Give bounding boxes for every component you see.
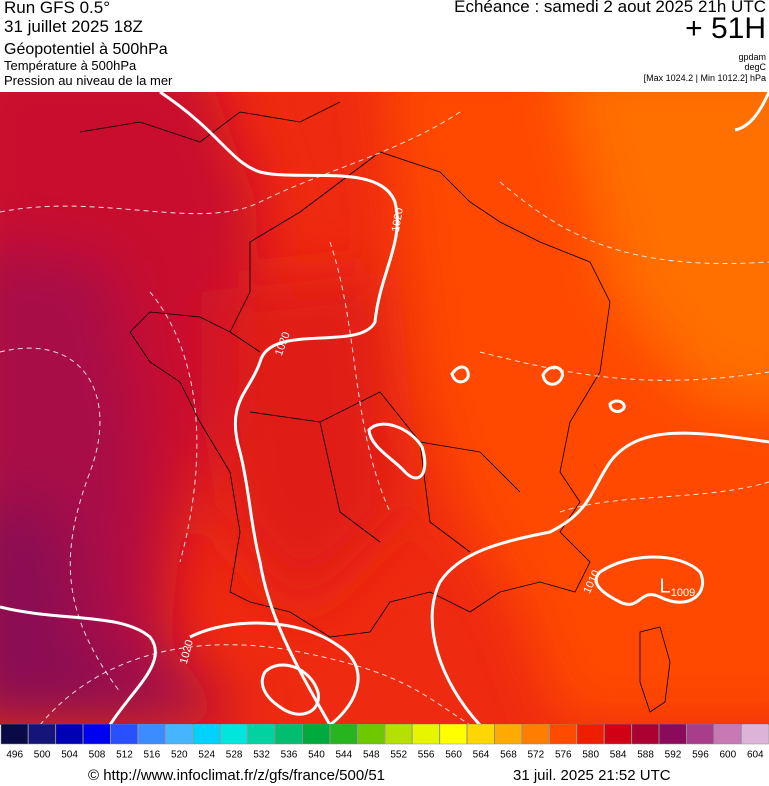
temperature-field (0, 92, 769, 725)
colorbar-swatch (439, 724, 468, 745)
unit: [Max 1024.2 | Min 1012.2] hPa (643, 73, 766, 83)
colorbar-label: 536 (281, 750, 298, 761)
colorbar-swatch (549, 724, 577, 745)
colorbar-label: 508 (89, 750, 106, 761)
colorbar: 496 500 504 508 512 516 520 524 528 532 536 540 544 5… (0, 724, 769, 761)
colorbar-swatch (576, 724, 605, 745)
contour-label: 1009 (671, 587, 695, 599)
colorbar-swatch (631, 724, 660, 745)
temperature-isolines (0, 111, 769, 725)
colorbar-swatch (192, 724, 221, 745)
colorbar-swatch (0, 724, 29, 745)
footer-url: © http://www.infoclimat.fr/z/gfs/france/… (88, 767, 386, 784)
colorbar-swatch (55, 724, 84, 745)
colorbar-label: 588 (637, 750, 654, 761)
colorbar-swatch (521, 724, 550, 745)
field: Température à 500hPa (4, 58, 137, 73)
colorbar-swatch (28, 724, 56, 745)
colorbar-label: 568 (500, 750, 517, 761)
colorbar-label: 548 (363, 750, 380, 761)
colorbar-swatch (412, 724, 440, 745)
colorbar-label: 564 (473, 750, 490, 761)
colorbar-label: 572 (528, 750, 545, 761)
colorbar-label: 524 (198, 750, 215, 761)
colorbar-swatch (604, 724, 632, 745)
valid-time: Echéance : samedi 2 aout 2025 21h UTC (454, 0, 766, 16)
colorbar-label: 556 (418, 750, 435, 761)
colorbar-swatch (384, 724, 413, 745)
colorbar-label: 520 (171, 750, 188, 761)
footer-date: 31 juil. 2025 21:52 UTC (513, 767, 671, 784)
colorbar-label: 596 (692, 750, 709, 761)
run-date: 31 juillet 2025 18Z (4, 17, 143, 36)
colorbar-swatch (220, 724, 248, 745)
colorbar-swatch (686, 724, 714, 745)
unit: gpdam (738, 52, 766, 62)
colorbar-label: 600 (720, 750, 737, 761)
colorbar-label: 584 (610, 750, 627, 761)
colorbar-label: 544 (336, 750, 353, 761)
colorbar-swatch (494, 724, 522, 745)
pressure-isobars (0, 92, 769, 725)
colorbar-label: 516 (144, 750, 161, 761)
borders (79, 101, 671, 713)
contour-label: 1020 (390, 207, 406, 233)
field: Pression au niveau de la mer (4, 73, 173, 88)
colorbar-label: 504 (61, 750, 78, 761)
contour-label: L (659, 575, 670, 597)
field: Géopotentiel à 500hPa (4, 41, 168, 58)
colorbar-swatch (165, 724, 193, 745)
colorbar-swatch (329, 724, 358, 745)
colorbar-label: 576 (555, 750, 572, 761)
colorbar-label: 560 (445, 750, 462, 761)
colorbar-label: 528 (226, 750, 243, 761)
colorbar-label: 512 (116, 750, 133, 761)
colorbar-label: 604 (747, 750, 764, 761)
unit: degC (744, 62, 766, 72)
colorbar-label: 592 (665, 750, 682, 761)
colorbar-swatch (467, 724, 495, 745)
colorbar-swatch (659, 724, 687, 745)
colorbar-swatch (275, 724, 303, 745)
colorbar-swatch (83, 724, 111, 745)
colorbar-swatch (302, 724, 330, 745)
colorbar-label: 540 (308, 750, 325, 761)
colorbar-swatch (357, 724, 385, 745)
colorbar-swatch (137, 724, 166, 745)
colorbar-label: 580 (582, 750, 599, 761)
lead-time: + 51H (685, 12, 766, 45)
colorbar-label: 532 (253, 750, 270, 761)
colorbar-swatch (110, 724, 138, 745)
colorbar-swatch (713, 724, 742, 745)
colorbar-label: 552 (390, 750, 407, 761)
colorbar-label: 496 (6, 750, 23, 761)
title: Run GFS 0.5° (4, 0, 111, 17)
colorbar-label: 500 (34, 750, 51, 761)
colorbar-swatch (741, 724, 769, 745)
colorbar-swatch (247, 724, 276, 745)
